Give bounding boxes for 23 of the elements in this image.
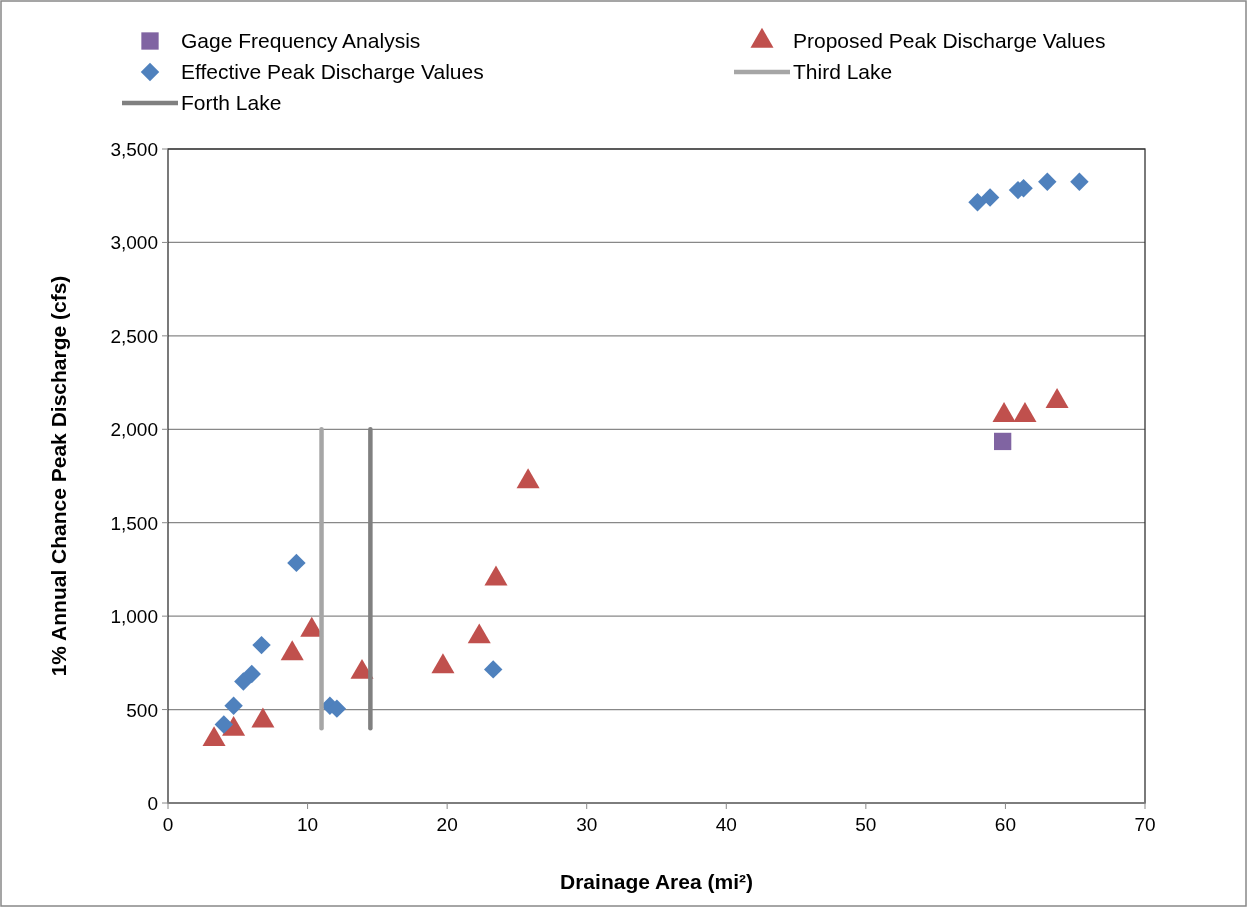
x-tick-label: 70 [1134, 814, 1156, 835]
x-tick-label: 20 [436, 814, 458, 835]
legend-label: Third Lake [793, 60, 893, 83]
y-tick-label: 1,000 [110, 606, 158, 628]
y-tick-label: 2,000 [110, 419, 158, 441]
legend-label: Gage Frequency Analysis [181, 29, 421, 52]
y-tick-label: 500 [126, 699, 158, 721]
legend-label: Effective Peak Discharge Values [181, 60, 484, 83]
x-tick-label: 30 [576, 814, 598, 835]
y-axis-title: 1% Annual Chance Peak Discharge (cfs) [47, 275, 70, 677]
y-tick-label: 0 [147, 793, 158, 814]
x-tick-label: 0 [162, 814, 174, 835]
x-axis-title: Drainage Area (mi²) [560, 870, 753, 893]
legend-label: Proposed Peak Discharge Values [793, 29, 1106, 52]
x-tick-label: 10 [297, 814, 319, 835]
y-tick-label: 3,000 [110, 232, 158, 254]
y-tick-label: 2,500 [110, 325, 158, 347]
y-tick-label: 1,500 [110, 512, 158, 534]
x-tick-label: 60 [994, 814, 1016, 835]
x-tick-label: 40 [715, 814, 737, 835]
y-tick-label: 3,500 [110, 139, 158, 160]
legend-label: Forth Lake [181, 91, 282, 114]
x-tick-label: 50 [855, 814, 877, 835]
